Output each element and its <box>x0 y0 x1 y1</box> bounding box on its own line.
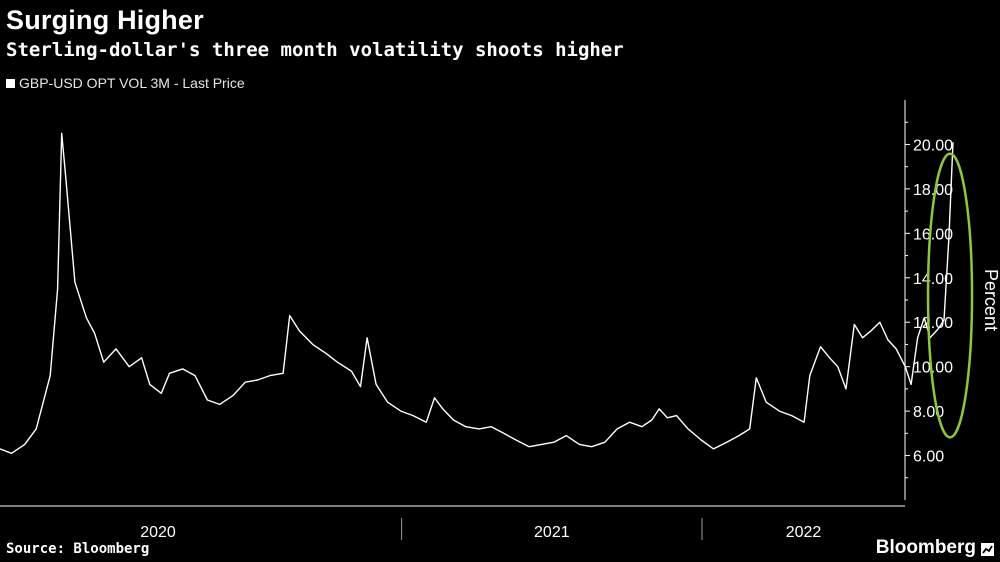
y-tick-label: 16.00 <box>913 226 953 243</box>
legend-swatch <box>6 78 15 88</box>
legend-label: GBP-USD OPT VOL 3M - Last Price <box>19 75 245 91</box>
chart-title: Surging Higher <box>6 5 204 35</box>
x-tick-label: 2021 <box>534 524 570 541</box>
bloomberg-mark-icon <box>981 543 994 556</box>
y-tick-label: 18.00 <box>913 182 953 199</box>
series-layer <box>0 132 954 454</box>
brand-logo: Bloomberg <box>875 537 976 558</box>
x-tick-label: 2022 <box>786 524 822 541</box>
x-axis: 2020 2021 2022 <box>0 505 905 541</box>
y-tick-label: 10.00 <box>913 360 953 377</box>
y-tick-label: 14.00 <box>913 271 953 288</box>
chart-subtitle: Sterling-dollar's three month volatility… <box>6 39 624 61</box>
annotation-layer <box>926 152 974 439</box>
source-note: Source: Bloomberg <box>6 541 150 557</box>
y-tick-label: 6.00 <box>913 449 944 466</box>
highlight-ellipse <box>926 152 974 439</box>
y-tick-label: 12.00 <box>913 315 953 332</box>
series-line-0 <box>0 132 954 454</box>
legend: GBP-USD OPT VOL 3M - Last Price <box>6 74 245 92</box>
y-axis: 6.008.0010.0012.0014.0016.0018.0020.00Pe… <box>904 100 1000 500</box>
y-tick-label: 20.00 <box>913 137 953 154</box>
x-tick-label: 2020 <box>140 524 176 541</box>
y-axis-label: Percent <box>981 269 1000 331</box>
